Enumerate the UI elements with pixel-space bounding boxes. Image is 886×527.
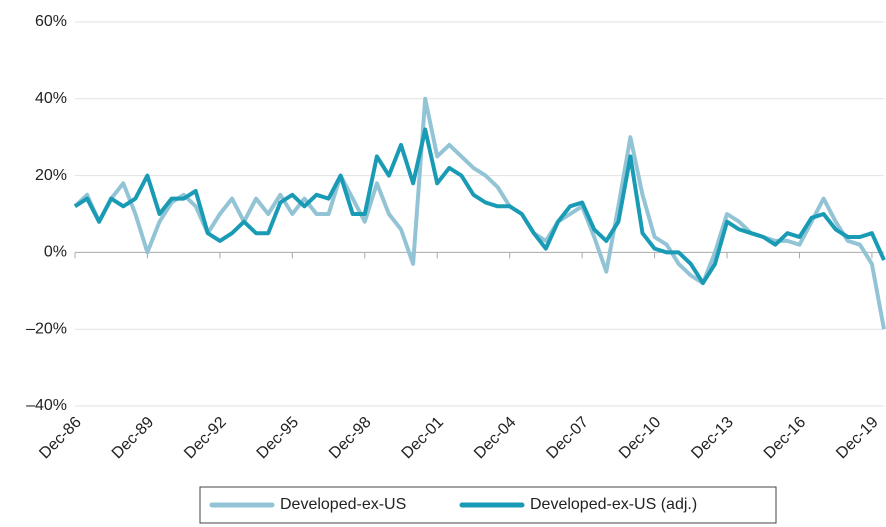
x-tick-label: Dec-07 [543, 414, 592, 463]
x-tick-label: Dec-01 [399, 414, 448, 463]
x-tick-label: Dec-92 [181, 414, 230, 463]
series-line [73, 127, 886, 286]
series-line [73, 96, 886, 330]
x-tick-label: Dec-86 [36, 414, 85, 463]
y-tick-label: 0% [44, 244, 67, 261]
x-tick-label: Dec-19 [833, 414, 882, 463]
x-tick-label: Dec-04 [471, 414, 520, 463]
x-tick-label: Dec-98 [326, 414, 375, 463]
legend-label: Developed-ex-US [280, 496, 406, 513]
x-tick-label: Dec-16 [761, 414, 810, 463]
x-tick-label: Dec-95 [254, 414, 303, 463]
y-tick-label: 40% [35, 90, 67, 107]
y-tick-label: 60% [35, 13, 67, 30]
x-tick-label: Dec-13 [688, 414, 737, 463]
y-tick-label: –40% [26, 397, 67, 414]
y-tick-label: –20% [26, 320, 67, 337]
legend-label: Developed-ex-US (adj.) [530, 496, 697, 513]
y-tick-label: 20% [35, 167, 67, 184]
x-tick-label: Dec-89 [109, 414, 158, 463]
x-tick-label: Dec-10 [616, 414, 665, 463]
